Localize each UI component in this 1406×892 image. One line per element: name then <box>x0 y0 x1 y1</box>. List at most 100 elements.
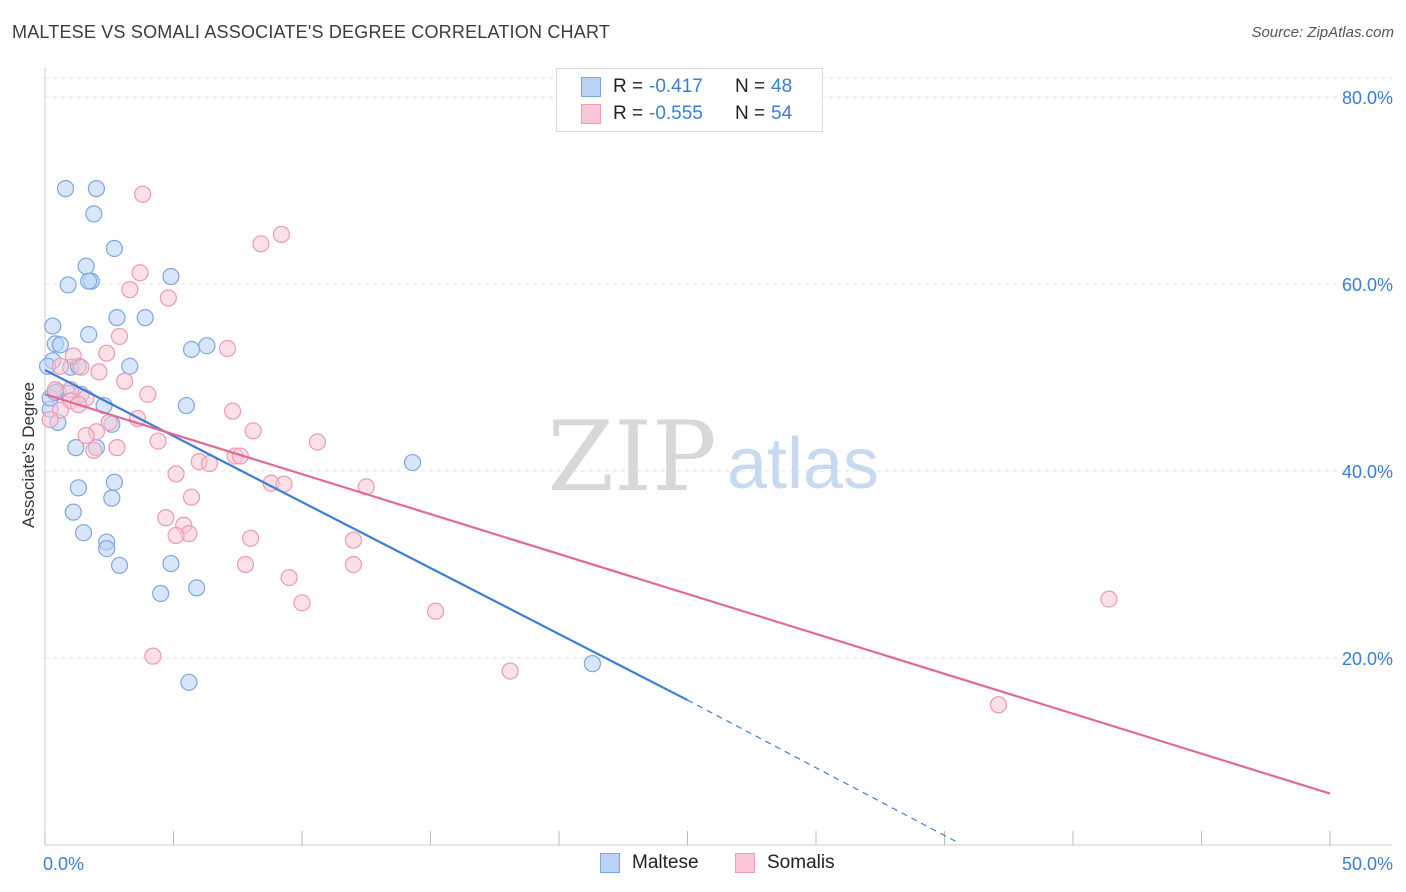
somalis-point <box>85 441 103 460</box>
maltese-trend-extension <box>687 699 958 843</box>
somalis-point <box>139 385 157 403</box>
somalis-point <box>157 509 175 527</box>
somalis-point <box>51 357 70 375</box>
maltese-point <box>77 257 95 275</box>
maltese-point <box>182 340 201 359</box>
r-label: R = <box>613 103 644 124</box>
maltese-point <box>103 489 121 507</box>
tick-labels: 20.0% 40.0% 60.0% 80.0% 0.0% 50.0% <box>43 88 1393 874</box>
somalis-point <box>344 531 362 549</box>
axes <box>44 68 1392 846</box>
maltese-point <box>51 336 70 354</box>
maltese-point <box>403 453 422 472</box>
maltese-point <box>105 473 123 491</box>
somalis-point <box>272 225 291 244</box>
somalis-point <box>427 602 445 620</box>
maltese-point <box>110 556 129 575</box>
maltese-point <box>80 325 98 344</box>
legend-item-somalis[interactable]: Somalis <box>735 852 835 874</box>
maltese-point <box>105 239 123 258</box>
somalis-point <box>308 433 327 451</box>
correlation-legend: R = -0.417 N = 48 R = -0.555 N = 54 <box>556 68 823 132</box>
somalis-point <box>293 594 311 612</box>
maltese-trend-line <box>44 369 689 702</box>
maltese-point <box>98 540 116 558</box>
somalis-point <box>252 235 270 253</box>
somalis-point <box>280 568 298 587</box>
maltese-point <box>188 579 206 597</box>
maltese-point <box>583 655 602 673</box>
source-label: Source: ZipAtlas.com <box>1251 24 1394 41</box>
somalis-point <box>167 465 185 483</box>
somalis-point <box>134 185 152 203</box>
x-tick-label: 0.0% <box>43 854 84 874</box>
somalis-point <box>182 488 201 506</box>
somalis-point <box>242 529 260 547</box>
somalis-point <box>1100 590 1118 608</box>
somalis-point <box>224 402 242 420</box>
y-tick-label: 80.0% <box>1342 88 1393 108</box>
n-label: N = <box>735 76 766 97</box>
maltese-point <box>136 309 154 327</box>
somalis-swatch <box>581 104 601 124</box>
maltese-point <box>121 357 139 375</box>
maltese-point <box>74 524 93 542</box>
somalis-point <box>116 372 134 390</box>
maltese-point <box>177 396 195 415</box>
maltese-point <box>80 272 98 290</box>
somalis-point <box>244 422 262 440</box>
watermark-atlas: atlas <box>727 424 879 504</box>
somalis-point <box>108 439 126 457</box>
somalis-point <box>144 647 162 665</box>
maltese-point <box>162 267 180 286</box>
chart-title: MALTESE VS SOMALI ASSOCIATE'S DEGREE COR… <box>12 22 611 42</box>
somalis-point <box>989 696 1008 714</box>
maltese-point <box>59 276 77 294</box>
maltese-point <box>69 479 88 497</box>
somalis-point <box>72 358 90 376</box>
maltese-swatch <box>581 77 601 97</box>
maltese-point <box>162 554 180 573</box>
somalis-point <box>236 555 255 574</box>
somalis-point <box>218 339 237 358</box>
somalis-trend-line <box>44 393 1331 795</box>
r-value: -0.417 <box>649 76 703 97</box>
r-label: R = <box>613 76 644 97</box>
maltese-point <box>180 673 198 691</box>
maltese-legend-label: Maltese <box>632 852 699 873</box>
maltese-point <box>64 503 82 521</box>
maltese-point <box>56 180 75 198</box>
somalis-point <box>344 555 362 574</box>
somalis-point <box>98 344 116 362</box>
y-axis-label: Associate's Degree <box>19 382 38 528</box>
watermark: ZIP atlas <box>547 401 879 513</box>
somalis-legend-label: Somalis <box>767 852 835 873</box>
somalis-point <box>501 662 519 680</box>
maltese-point <box>85 205 103 223</box>
somalis-point <box>121 281 139 299</box>
trend-lines <box>44 369 1331 843</box>
maltese-point <box>198 337 216 355</box>
y-tick-label: 20.0% <box>1342 649 1393 669</box>
r-value: -0.555 <box>649 103 703 124</box>
maltese-point <box>44 317 62 335</box>
somalis-point <box>77 426 95 445</box>
somalis-point <box>131 264 149 282</box>
somalis-point <box>41 410 59 429</box>
somalis-point <box>159 289 177 307</box>
somalis-point <box>167 526 185 545</box>
legend-item-maltese[interactable]: Maltese <box>600 852 699 874</box>
n-value: 54 <box>771 103 793 124</box>
x-tick-label: 50.0% <box>1342 854 1393 874</box>
y-tick-label: 40.0% <box>1342 462 1393 482</box>
maltese-point <box>108 309 126 327</box>
somalis-point <box>149 432 167 450</box>
n-label: N = <box>735 103 766 124</box>
somalis-point <box>90 363 108 381</box>
maltese-point <box>152 584 170 603</box>
watermark-zip: ZIP <box>547 401 716 513</box>
n-value: 48 <box>771 76 793 97</box>
maltese-point <box>87 180 106 198</box>
maltese-point <box>67 439 85 457</box>
